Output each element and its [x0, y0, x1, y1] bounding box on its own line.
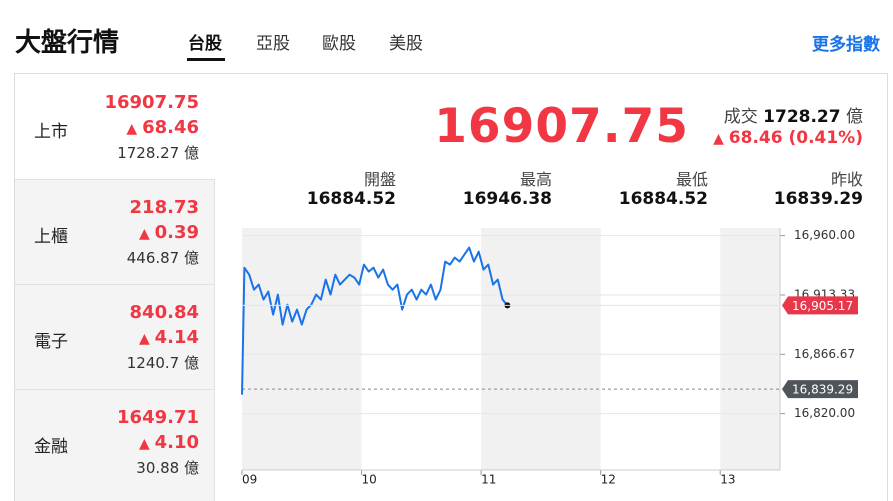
reference-label: 16,839.29	[792, 383, 853, 397]
y-tick-label: 16,820.00	[794, 406, 855, 420]
tab[interactable]: 亞股	[256, 34, 290, 54]
last-price-badge	[782, 296, 858, 315]
tab[interactable]: 歐股	[322, 34, 356, 54]
volume-value: 1728.27	[763, 107, 841, 127]
market-change-value: 68.46	[142, 117, 199, 138]
stat-label: 最高	[519, 170, 552, 189]
stat-value: 16884.52	[306, 189, 396, 209]
up-arrow: ▲	[138, 331, 155, 347]
market-change: ▲ 0.39	[139, 222, 199, 243]
market-change-value: 0.39	[154, 222, 199, 243]
more-link[interactable]: 更多指數	[812, 35, 880, 55]
x-tick-label: 12	[601, 473, 616, 487]
market-price: 840.84	[129, 302, 199, 323]
tab[interactable]: 美股	[389, 34, 423, 54]
up-arrow: ▲	[126, 121, 143, 137]
x-tick-label: 10	[362, 473, 377, 487]
market-row[interactable]: 上櫃 218.73 ▲ 0.39 446.87 億	[15, 180, 215, 285]
up-arrow: ▲	[138, 436, 155, 452]
stat-label: 最低	[675, 170, 708, 189]
market-row[interactable]: 電子 840.84 ▲ 4.14 1240.7 億	[15, 285, 215, 390]
volume-unit: 億	[846, 107, 863, 127]
market-change: ▲ 4.10	[139, 432, 199, 453]
tab[interactable]: 台股	[188, 34, 222, 54]
up-arrow: ▲	[713, 131, 729, 147]
up-arrow: ▲	[138, 226, 155, 242]
x-tick-label: 09	[242, 473, 257, 487]
market-price: 1649.71	[117, 407, 199, 428]
market-volume: 446.87 億	[126, 249, 199, 267]
stat-label: 昨收	[830, 170, 863, 189]
x-tick-label: 11	[481, 473, 496, 487]
side-background	[15, 180, 215, 501]
market-volume: 1728.27 億	[117, 144, 199, 162]
index-change: ▲ 68.46 (0.41%)	[713, 128, 863, 148]
market-volume: 1240.7 億	[126, 354, 199, 372]
x-tick-label: 13	[720, 473, 735, 487]
volume-label: 成交	[723, 107, 758, 127]
market-price: 218.73	[129, 197, 199, 218]
last-price-label: 16,905.17	[792, 299, 853, 313]
reference-badge	[782, 380, 858, 399]
stat-value: 16839.29	[773, 189, 863, 209]
session-band	[242, 228, 362, 470]
market-row[interactable]: 上市 16907.75 ▲ 68.46 1728.27 億	[15, 75, 215, 180]
index-volume: 成交 1728.27 億	[724, 102, 863, 127]
market-name: 電子	[34, 332, 68, 352]
session-band	[720, 228, 780, 470]
market-name: 上櫃	[34, 227, 68, 247]
market-name: 上市	[34, 122, 68, 142]
market-change: ▲ 4.14	[139, 327, 199, 348]
session-band	[481, 228, 601, 470]
market-change: ▲ 68.46	[126, 117, 199, 138]
market-change-value: 4.14	[154, 327, 199, 348]
page-title: 大盤行情	[15, 28, 120, 58]
y-tick-label: 16,866.67	[794, 347, 855, 361]
market-row[interactable]: 金融 1649.71 ▲ 4.10 30.88 億	[15, 390, 215, 495]
panel	[14, 73, 888, 501]
market-volume: 30.88 億	[136, 459, 199, 477]
market-price: 16907.75	[104, 92, 199, 113]
stat-label: 開盤	[363, 170, 396, 189]
market-name: 金融	[34, 437, 68, 457]
y-tick-label: 16,960.00	[794, 228, 855, 242]
tab-underline	[187, 58, 225, 61]
market-change-value: 4.10	[154, 432, 199, 453]
price-line	[241, 246, 509, 395]
index-price: 16907.75	[434, 99, 689, 154]
stat-value: 16946.38	[462, 189, 552, 209]
stat-value: 16884.52	[618, 189, 708, 209]
index-change-value: 68.46 (0.41%)	[728, 128, 863, 148]
